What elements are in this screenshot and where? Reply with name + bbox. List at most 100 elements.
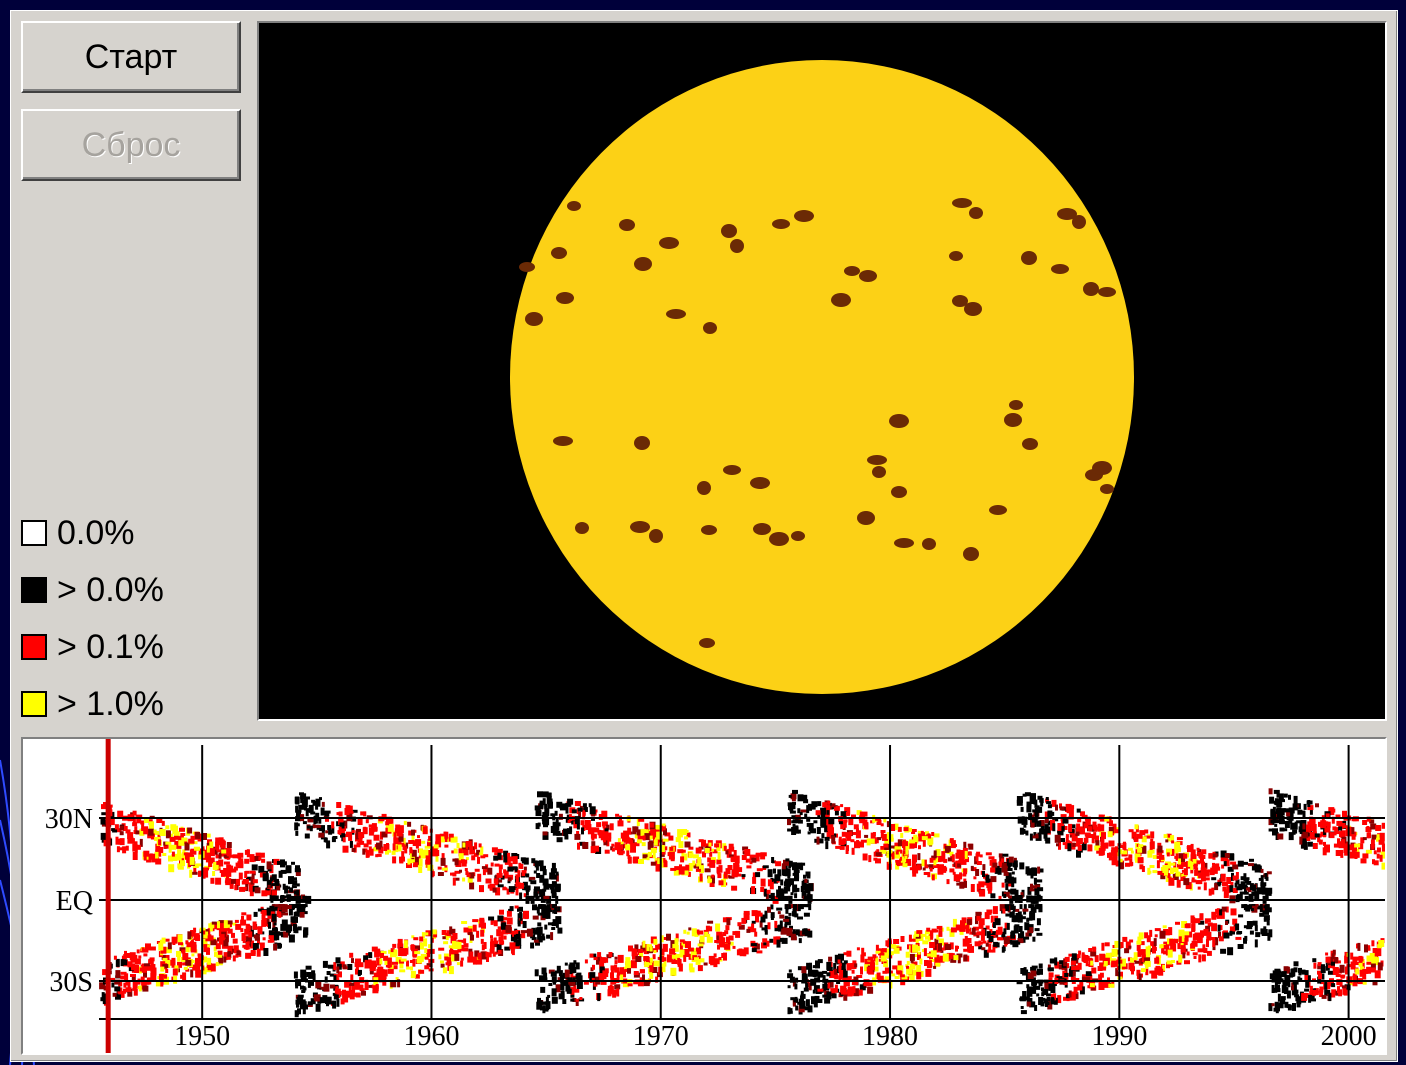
heat-cell bbox=[1362, 820, 1368, 825]
heat-cell bbox=[1202, 944, 1206, 950]
heat-cell bbox=[1128, 962, 1135, 970]
heat-cell bbox=[465, 857, 469, 861]
heat-cell bbox=[990, 893, 996, 899]
heat-cell bbox=[398, 825, 404, 834]
heat-cell bbox=[1088, 826, 1092, 832]
heat-cell bbox=[442, 936, 448, 940]
heat-cell bbox=[784, 923, 788, 928]
heat-cell bbox=[919, 970, 924, 977]
heat-cell bbox=[143, 970, 147, 978]
heat-cell bbox=[889, 837, 894, 842]
heat-cell bbox=[1211, 923, 1218, 932]
heat-cell bbox=[393, 949, 398, 957]
heat-cell bbox=[550, 826, 556, 833]
heat-cell bbox=[1136, 944, 1141, 951]
heat-cell bbox=[1045, 837, 1051, 844]
heat-cell bbox=[1288, 832, 1294, 841]
heat-cell bbox=[1147, 850, 1153, 858]
heat-cell bbox=[934, 938, 939, 946]
heat-cell bbox=[599, 961, 605, 970]
heat-cell bbox=[302, 986, 306, 993]
heat-cell bbox=[406, 863, 412, 868]
heat-cell bbox=[1299, 836, 1303, 845]
heat-cell bbox=[1192, 859, 1198, 865]
heat-cell bbox=[1076, 808, 1081, 813]
heat-cell bbox=[639, 953, 644, 957]
heat-cell bbox=[1004, 922, 1008, 930]
heat-cell bbox=[435, 855, 439, 862]
heat-cell bbox=[1351, 827, 1355, 835]
heat-cell bbox=[381, 969, 388, 977]
heat-cell bbox=[555, 984, 561, 993]
heat-cell bbox=[770, 904, 774, 910]
heat-cell bbox=[322, 960, 328, 968]
heat-cell bbox=[1137, 857, 1144, 864]
heat-cell bbox=[117, 810, 124, 818]
heat-cell bbox=[1144, 960, 1151, 967]
heat-cell bbox=[1244, 935, 1248, 941]
heat-cell bbox=[1161, 947, 1165, 954]
heat-cell bbox=[955, 852, 960, 859]
heat-cell bbox=[662, 838, 666, 846]
heat-cell bbox=[345, 831, 352, 837]
heat-cell bbox=[461, 921, 468, 924]
heat-cell bbox=[1034, 811, 1039, 820]
heat-cell bbox=[1222, 882, 1228, 886]
heat-cell bbox=[1334, 968, 1340, 974]
heat-cell bbox=[649, 970, 654, 979]
heat-cell bbox=[1226, 877, 1232, 884]
heat-cell bbox=[215, 877, 222, 885]
heat-cell bbox=[1085, 959, 1089, 967]
heat-cell bbox=[519, 912, 523, 920]
heat-cell bbox=[215, 943, 221, 950]
heat-cell bbox=[1186, 951, 1190, 956]
heat-cell bbox=[203, 867, 209, 871]
heat-cell bbox=[453, 848, 458, 854]
heat-cell bbox=[133, 841, 138, 848]
heat-cell bbox=[663, 846, 668, 851]
heat-cell bbox=[880, 849, 887, 854]
heat-cell bbox=[1254, 925, 1258, 932]
heat-cell bbox=[565, 984, 571, 992]
heat-cell bbox=[699, 873, 703, 882]
heat-cell bbox=[323, 983, 330, 992]
heat-cell bbox=[894, 947, 900, 953]
heat-cell bbox=[490, 938, 494, 945]
heat-cell bbox=[504, 860, 509, 865]
heat-cell bbox=[1355, 968, 1360, 975]
heat-cell bbox=[1063, 826, 1068, 830]
heat-cell bbox=[400, 842, 405, 847]
heat-cell bbox=[336, 802, 342, 808]
heat-cell bbox=[904, 855, 908, 862]
heat-cell bbox=[925, 930, 930, 935]
heat-cell bbox=[824, 821, 830, 826]
heat-cell bbox=[1115, 860, 1121, 867]
heat-cell bbox=[1006, 922, 1010, 930]
legend-label: > 0.1% bbox=[57, 627, 164, 666]
heat-cell bbox=[1088, 834, 1094, 838]
heat-cell bbox=[867, 982, 873, 987]
heat-cell bbox=[769, 938, 774, 943]
heat-cell bbox=[1304, 974, 1309, 981]
heat-cell bbox=[132, 981, 138, 989]
heat-cell bbox=[126, 953, 133, 958]
heat-cell bbox=[1175, 853, 1179, 861]
heat-cell bbox=[462, 877, 466, 882]
heat-cell bbox=[1291, 982, 1295, 991]
heat-cell bbox=[466, 874, 471, 878]
heat-cell bbox=[683, 929, 687, 934]
heat-cell bbox=[684, 870, 689, 876]
start-button[interactable]: Старт bbox=[21, 21, 241, 93]
heat-cell bbox=[575, 973, 581, 980]
heat-cell bbox=[1325, 952, 1329, 956]
reset-button[interactable]: Сброс bbox=[21, 109, 241, 181]
heat-cell bbox=[165, 825, 170, 830]
heat-cell bbox=[831, 803, 836, 808]
heat-cell bbox=[662, 838, 669, 842]
heat-cell bbox=[926, 927, 931, 932]
heat-cell bbox=[335, 986, 339, 992]
heat-cell bbox=[1366, 816, 1371, 822]
heat-cell bbox=[177, 953, 181, 962]
heat-cell bbox=[494, 951, 498, 955]
heat-cell bbox=[979, 889, 986, 897]
